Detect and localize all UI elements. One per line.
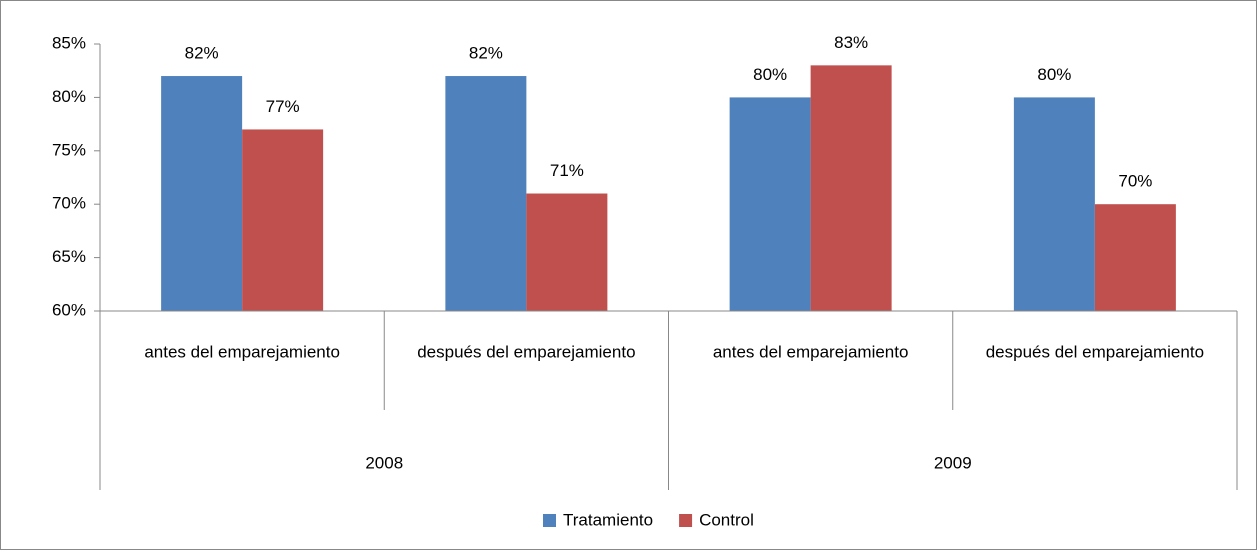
value-label: 82%	[185, 44, 219, 63]
group-label: 2008	[365, 453, 403, 472]
bar	[161, 76, 243, 311]
bar	[729, 97, 811, 312]
legend-swatch	[679, 514, 693, 527]
y-tick-label: 70%	[52, 194, 86, 213]
value-label: 77%	[266, 97, 300, 116]
value-label: 82%	[469, 44, 503, 63]
y-tick-label: 60%	[52, 300, 86, 319]
y-tick-label: 75%	[52, 140, 86, 159]
x-tick-label: después del emparejamiento	[986, 342, 1204, 361]
x-tick-label: antes del emparejamiento	[713, 342, 909, 361]
legend-label: Control	[699, 510, 754, 529]
group-label: 2009	[934, 453, 972, 472]
x-tick-label: después del emparejamiento	[417, 342, 635, 361]
legend-label: Tratamiento	[563, 510, 653, 529]
y-tick-label: 80%	[52, 87, 86, 106]
bar	[445, 76, 527, 311]
bar	[810, 65, 892, 311]
legend-swatch	[543, 514, 556, 527]
value-label: 70%	[1118, 172, 1152, 191]
x-tick-label: antes del emparejamiento	[144, 342, 340, 361]
y-tick-label: 85%	[52, 33, 86, 52]
bar	[1094, 204, 1176, 311]
value-label: 71%	[550, 161, 584, 180]
value-label: 80%	[1037, 65, 1071, 84]
bar	[526, 193, 608, 311]
value-label: 83%	[834, 33, 868, 52]
bar	[1013, 97, 1095, 312]
value-label: 80%	[753, 65, 787, 84]
bar	[242, 129, 324, 311]
y-tick-label: 65%	[52, 247, 86, 266]
